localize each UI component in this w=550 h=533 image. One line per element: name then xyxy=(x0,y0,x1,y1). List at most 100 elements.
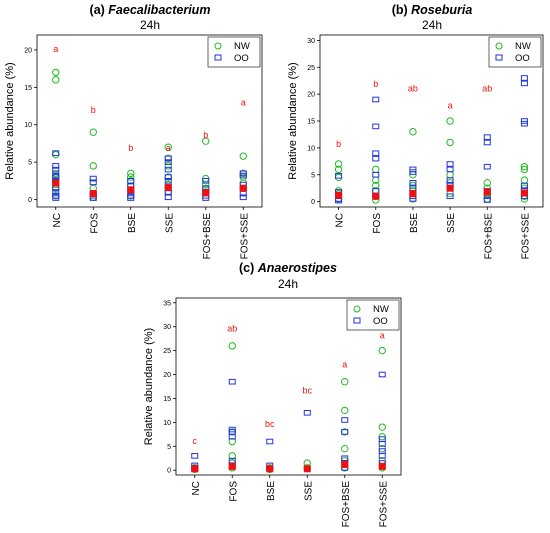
nw-point xyxy=(341,378,349,386)
oo-point xyxy=(127,195,135,201)
oo-point xyxy=(52,174,60,180)
y-tick-label: 25 xyxy=(163,348,171,355)
oo-point xyxy=(483,197,491,203)
nw-point xyxy=(52,76,60,84)
genus-name: Anaerostipes xyxy=(257,261,337,275)
significance-letter: b xyxy=(91,105,96,115)
nw-point xyxy=(228,437,236,446)
y-tick-label: 30 xyxy=(163,324,171,331)
mean-marker xyxy=(409,190,417,198)
oo-point xyxy=(89,179,97,186)
oo-point xyxy=(520,182,528,189)
oo-point xyxy=(372,188,380,194)
x-tick-label: FOS+SSE xyxy=(239,213,250,260)
oo-point xyxy=(191,453,199,459)
y-tick-label: 15 xyxy=(24,85,32,92)
significance-letter: a xyxy=(241,97,246,107)
oo-point xyxy=(483,139,491,146)
oo-point xyxy=(52,195,60,201)
y-tick-label: 10 xyxy=(307,145,315,152)
nw-point xyxy=(52,68,60,77)
x-tick-label: BSE xyxy=(127,213,138,233)
mean-marker xyxy=(483,188,491,196)
legend-nw-label: NW xyxy=(515,41,531,52)
panel-label: (a) xyxy=(90,3,109,17)
nw-point xyxy=(202,137,210,145)
x-tick-label: FOS+BSE xyxy=(483,213,494,260)
y-tick-label: 0 xyxy=(167,468,171,475)
oo-point xyxy=(372,150,380,157)
oo-point xyxy=(164,166,172,173)
nw-point xyxy=(334,165,343,174)
nw-point xyxy=(127,173,135,181)
chart-subtitle: 24h xyxy=(140,18,160,32)
legend-oo-label: OO xyxy=(515,53,530,64)
y-tick-label: 15 xyxy=(163,396,171,403)
y-tick-label: 30 xyxy=(307,38,315,45)
nw-point xyxy=(378,346,386,355)
oo-point xyxy=(372,123,380,130)
oo-point xyxy=(446,161,454,167)
legend-nw-label: NW xyxy=(234,41,250,52)
nw-point xyxy=(164,162,172,170)
significance-letter: b xyxy=(128,143,133,153)
mean-marker xyxy=(164,184,172,192)
nw-point xyxy=(202,180,210,189)
chart-title: (c) Anaerostipes xyxy=(239,261,337,275)
y-tick-label: 10 xyxy=(24,122,32,129)
oo-point xyxy=(127,178,135,184)
significance-letter: a xyxy=(53,44,58,54)
mean-marker xyxy=(520,189,528,197)
nw-point xyxy=(334,160,343,168)
oo-point xyxy=(266,438,274,445)
x-tick-label: FOS xyxy=(372,213,383,234)
mean-marker xyxy=(228,462,236,470)
oo-point xyxy=(372,171,380,178)
nw-point xyxy=(127,169,135,178)
x-tick-label: SSE xyxy=(303,481,314,501)
data-points xyxy=(334,75,529,204)
oo-point xyxy=(372,155,380,162)
oo-point xyxy=(202,178,210,184)
oo-point xyxy=(378,441,386,447)
nw-point xyxy=(228,342,236,350)
x-tick-label: FOS+BSE xyxy=(202,213,213,260)
significance-letter: b xyxy=(336,139,341,149)
significance-letter: a xyxy=(166,143,171,153)
nw-point xyxy=(378,423,386,431)
oo-point xyxy=(409,169,417,175)
significance-letter: ab xyxy=(408,83,418,93)
chart-title: (b) Roseburia xyxy=(392,3,473,17)
chart-subtitle: 24h xyxy=(422,18,442,32)
plot-frame xyxy=(175,297,402,476)
y-tick-label: 15 xyxy=(307,119,315,126)
mean-marker xyxy=(341,460,349,468)
mean-marker xyxy=(89,190,97,198)
x-tick-label: FOS+SSE xyxy=(378,481,389,528)
y-tick-label: 0 xyxy=(28,197,32,204)
legend-oo-marker xyxy=(495,54,503,61)
x-tick-label: BSE xyxy=(266,481,277,501)
genus-name: Faecalibacterium xyxy=(108,3,210,17)
nw-point xyxy=(239,173,247,181)
x-tick-label: NC xyxy=(335,213,346,227)
mean-marker xyxy=(378,462,386,470)
nw-point xyxy=(483,179,491,187)
significance-letter: ab xyxy=(227,323,237,333)
y-tick-label: 0 xyxy=(311,199,315,206)
oo-point xyxy=(446,193,454,200)
oo-point xyxy=(52,189,60,195)
oo-point xyxy=(164,194,172,201)
oo-point xyxy=(341,417,349,423)
nw-point xyxy=(520,165,529,174)
significance-letter: b xyxy=(203,130,208,140)
x-tick-label: NC xyxy=(191,481,202,495)
mean-marker xyxy=(303,465,311,473)
significance-letter: bc xyxy=(265,419,275,429)
x-tick-label: NC xyxy=(52,213,63,227)
plot-frame xyxy=(36,34,263,208)
oo-point xyxy=(378,371,386,378)
